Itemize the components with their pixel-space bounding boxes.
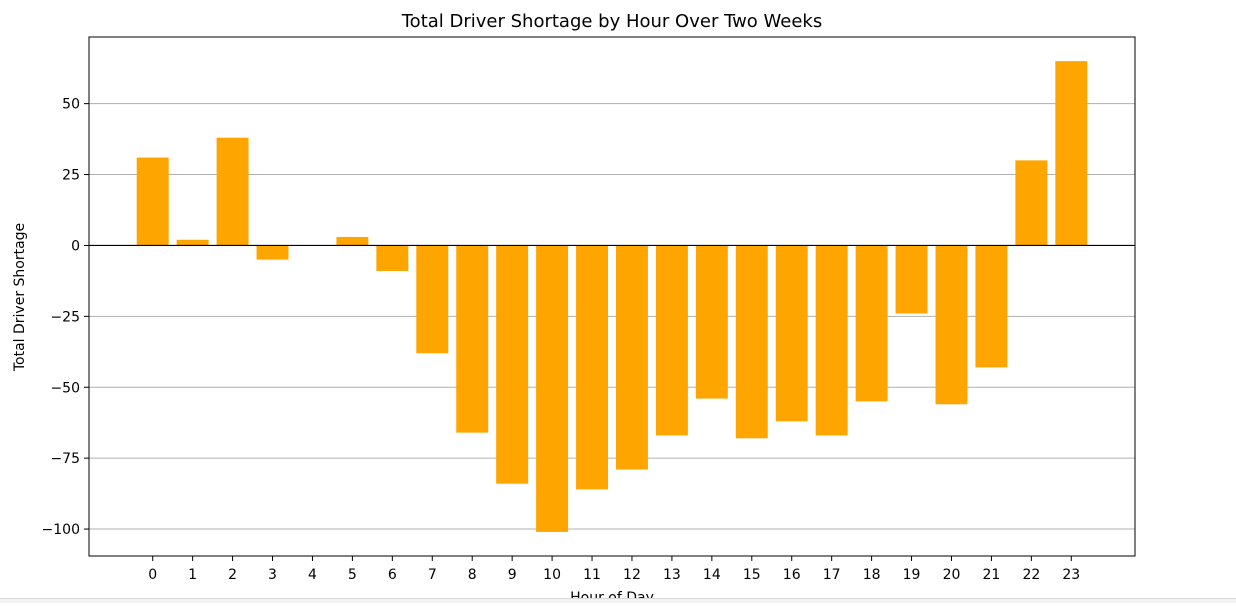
x-tick-label: 22 <box>1022 567 1040 583</box>
grid-lines <box>89 103 1135 530</box>
x-tick-label: 6 <box>388 567 397 583</box>
x-tick-label: 18 <box>863 567 881 583</box>
bar-hour-11 <box>576 245 609 490</box>
bar-hour-1 <box>176 239 209 246</box>
x-tick-label: 12 <box>623 567 641 583</box>
x-tick-label: 19 <box>903 567 921 583</box>
x-tick-label: 0 <box>148 567 157 583</box>
x-tick-label: 15 <box>743 567 761 583</box>
y-tick-label: −50 <box>50 380 80 396</box>
bar-hour-18 <box>855 245 888 402</box>
bar-hour-19 <box>895 245 928 314</box>
bar-hour-15 <box>735 245 768 439</box>
bar-hour-22 <box>1015 160 1048 246</box>
x-tick-label: 5 <box>348 567 357 583</box>
bar-hour-8 <box>456 245 489 433</box>
bar-hour-16 <box>775 245 808 422</box>
x-tick-label: 17 <box>823 567 841 583</box>
bar-hour-17 <box>815 245 848 436</box>
x-tick-label: 9 <box>508 567 517 583</box>
y-tick-label: −75 <box>50 451 80 467</box>
x-tick-label: 8 <box>468 567 477 583</box>
x-tick-label: 11 <box>583 567 601 583</box>
y-tick-label: −25 <box>50 309 80 325</box>
window-bottom-strip <box>0 598 1236 603</box>
y-axis-label: Total Driver Shortage <box>12 223 28 372</box>
bar-hour-12 <box>615 245 648 470</box>
bar-hour-10 <box>536 245 569 532</box>
x-tick-label: 10 <box>543 567 561 583</box>
bar-hour-9 <box>496 245 529 484</box>
bar-hour-23 <box>1055 61 1088 246</box>
y-tick-label: 50 <box>62 97 80 113</box>
bar-hour-5 <box>336 236 369 246</box>
y-tick-label: 25 <box>62 168 80 184</box>
x-tick-label: 1 <box>188 567 197 583</box>
y-tick-label: 0 <box>71 238 80 254</box>
x-tick-label: 7 <box>428 567 437 583</box>
bar-hour-2 <box>216 137 249 246</box>
x-tick-label: 14 <box>703 567 721 583</box>
bar-hour-7 <box>416 245 449 354</box>
x-tick-label: 13 <box>663 567 681 583</box>
plot-area-frame <box>88 36 1136 557</box>
bar-hour-14 <box>695 245 728 399</box>
bar-hour-3 <box>256 245 289 260</box>
x-tick-label: 20 <box>943 567 961 583</box>
bar-hour-0 <box>136 157 169 246</box>
y-tick-label: −100 <box>42 522 80 538</box>
bar-hour-13 <box>655 245 688 436</box>
bar-hour-6 <box>376 245 409 271</box>
x-tick-label: 23 <box>1062 567 1080 583</box>
y-axis-ticks: 50 25 0 −25 −50 −75 −100 <box>42 97 89 538</box>
x-tick-label: 3 <box>268 567 277 583</box>
x-tick-label: 2 <box>228 567 237 583</box>
x-tick-label: 21 <box>983 567 1001 583</box>
chart-title: Total Driver Shortage by Hour Over Two W… <box>401 11 823 32</box>
x-tick-label: 16 <box>783 567 801 583</box>
bar-hour-20 <box>935 245 968 405</box>
bar-hour-21 <box>975 245 1008 368</box>
x-axis-ticks: 0 1 2 3 4 5 6 7 8 9 10 11 12 13 14 15 16 17 18 19 20 21 22 23 <box>148 556 1080 583</box>
x-tick-label: 4 <box>308 567 317 583</box>
bars <box>136 61 1088 532</box>
